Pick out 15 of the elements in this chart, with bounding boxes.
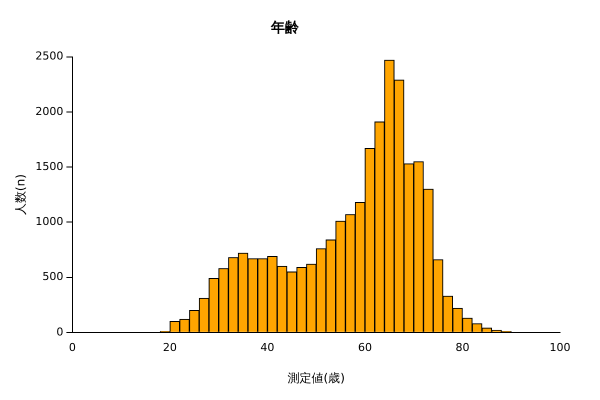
chart-title: 年齢 [270,20,300,36]
y-tick-label: 2500 [35,50,64,63]
y-tick-label: 1500 [35,160,64,173]
x-tick-label: 80 [455,340,470,354]
y-axis-title: 人数(n) [13,174,28,216]
x-tick-label: 60 [358,340,372,354]
x-axis-title: 測定値(歳) [288,370,345,385]
y-tick-label: 0 [56,325,64,338]
x-tick-label: 100 [550,340,570,354]
y-tick-label: 500 [42,270,64,284]
x-tick-label: 20 [162,340,177,354]
y-tick-label: 2000 [35,104,64,118]
x-tick-label: 40 [260,340,274,354]
y-tick-label: 1000 [35,215,64,228]
x-tick-label: 0 [68,340,76,354]
